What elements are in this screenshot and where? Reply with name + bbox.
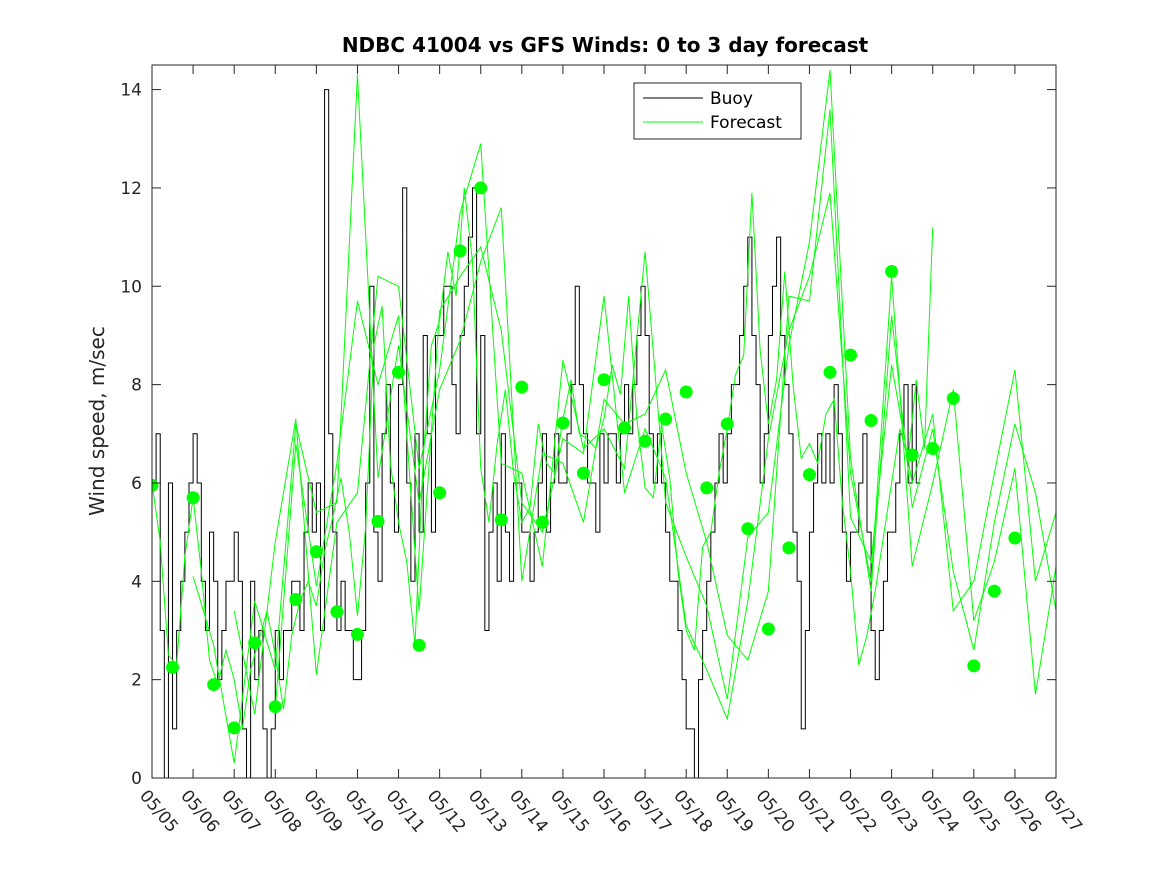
analysis-marker	[207, 678, 221, 692]
analysis-marker	[412, 638, 426, 652]
analysis-marker	[556, 416, 570, 430]
analysis-marker	[248, 636, 262, 650]
analysis-marker	[152, 478, 159, 492]
y-tick-label: 2	[131, 671, 142, 691]
analysis-marker	[659, 412, 673, 426]
analysis-marker	[371, 514, 385, 528]
analysis-marker	[535, 515, 549, 529]
legend-forecast-label: Forecast	[710, 113, 782, 133]
analysis-marker	[761, 622, 775, 636]
analysis-marker	[679, 385, 693, 399]
buoy-series-line	[152, 89, 921, 778]
forecast-series-line-1	[152, 187, 934, 729]
analysis-marker	[700, 481, 714, 495]
y-tick-label: 8	[131, 376, 142, 396]
analysis-marker	[227, 721, 241, 735]
analysis-marker	[515, 380, 529, 394]
legend-box	[633, 82, 802, 140]
analysis-marker	[166, 660, 180, 674]
series-group	[152, 69, 1056, 778]
y-tick-label: 14	[120, 81, 142, 101]
analysis-marker	[946, 391, 960, 405]
analysis-marker	[844, 348, 858, 362]
forecast-series-line-4	[274, 192, 1056, 721]
y-tick-label: 12	[120, 179, 142, 199]
chart-title: NDBC 41004 vs GFS Winds: 0 to 3 day fore…	[342, 33, 869, 57]
analysis-marker	[823, 365, 837, 379]
analysis-marker	[433, 486, 447, 500]
analysis-marker	[330, 605, 344, 619]
y-axis-label: Wind speed, m/sec	[85, 326, 109, 516]
y-tick-label: 6	[131, 474, 142, 494]
analysis-marker	[741, 522, 755, 536]
analysis-marker	[720, 417, 734, 431]
analysis-marker	[967, 659, 981, 673]
analysis-marker	[392, 365, 406, 379]
analysis-marker	[638, 434, 652, 448]
analysis-marker	[782, 541, 796, 555]
y-tick-label: 4	[131, 572, 142, 592]
analysis-marker	[885, 265, 899, 279]
analysis-marker	[987, 584, 1001, 598]
analysis-marker	[618, 421, 632, 435]
y-tick-label: 0	[131, 769, 142, 789]
analysis-marker	[474, 181, 488, 195]
analysis-marker	[802, 468, 816, 482]
analysis-marker	[597, 373, 611, 387]
analysis-marker	[864, 414, 878, 428]
analysis-marker	[350, 627, 364, 641]
analysis-marker	[905, 448, 919, 462]
analysis-marker	[494, 513, 508, 527]
analysis-marker	[453, 244, 467, 258]
legend-buoy-label: Buoy	[710, 89, 753, 109]
analysis-marker	[268, 700, 282, 714]
analysis-marker	[926, 442, 940, 456]
analysis-marker	[576, 466, 590, 480]
legend: Buoy Forecast	[633, 82, 802, 140]
analysis-marker	[289, 593, 303, 607]
analysis-marker	[1008, 531, 1022, 545]
analysis-marker	[186, 491, 200, 505]
analysis-marker	[309, 545, 323, 559]
y-tick-label: 10	[120, 277, 142, 297]
